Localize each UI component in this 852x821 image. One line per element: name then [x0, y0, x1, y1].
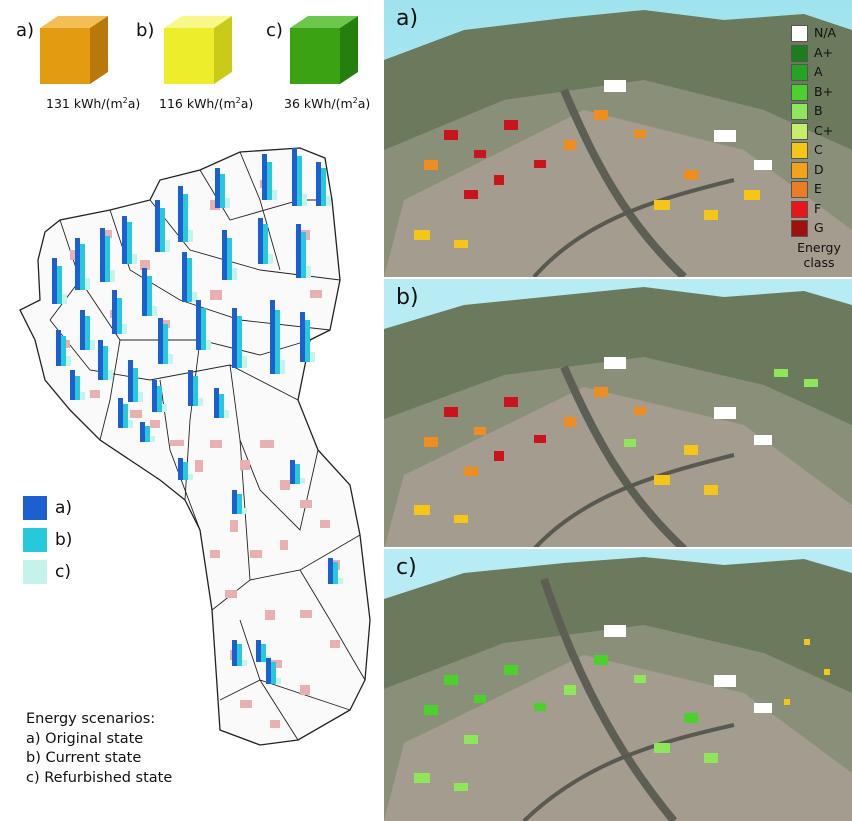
cube-c-icon [290, 16, 358, 84]
legend-label-a: a) [55, 498, 73, 518]
ec-title-2: class [803, 254, 835, 270]
ec-row-f: F [789, 200, 849, 220]
legend-swatch-b [23, 528, 47, 552]
scenario-item-b: b) Current state [26, 750, 142, 766]
scenarios-list: Energy scenarios: a) Original state b) C… [26, 710, 172, 788]
ec-label: A [814, 64, 823, 79]
cube-b-label: b) [136, 20, 155, 41]
district-outline [19, 147, 371, 746]
ec-swatch [791, 142, 808, 159]
panel-c: c) [384, 547, 852, 821]
ec-swatch [791, 220, 808, 237]
ec-swatch [791, 103, 808, 120]
legend-swatch-a [23, 496, 47, 520]
ec-label: D [814, 161, 824, 177]
cube-a-icon [40, 16, 108, 84]
cube-a-label: a) [16, 20, 35, 41]
scenarios-title: Energy scenarios: [26, 711, 156, 727]
ec-swatch [791, 25, 808, 42]
legend-label-c: c) [55, 562, 71, 582]
ec-label: N/A [814, 25, 837, 40]
panel-c-tag: c) [396, 555, 417, 580]
panel-b-tag: b) [396, 285, 419, 310]
ec-row-e: E [789, 180, 849, 200]
ec-swatch [791, 64, 808, 81]
ec-row-c: C [789, 141, 849, 161]
ec-label: B [814, 103, 823, 118]
scenario-item-c: c) Refurbished state [26, 769, 173, 786]
ec-label: G [814, 220, 824, 235]
scenario-item-a: a) Original state [26, 730, 144, 747]
ec-swatch [791, 122, 808, 140]
ec-swatch [791, 161, 808, 179]
ec-row-na: N/A [789, 24, 849, 44]
cube-c-label: c) [266, 20, 283, 41]
ec-swatch [791, 44, 808, 62]
ec-row-a: A [789, 63, 849, 83]
ec-label: C+ [814, 122, 834, 138]
legend-label-b: b) [55, 530, 73, 550]
district-map [19, 147, 371, 746]
panel-a: a) N/A A+ A B+ B C+ C D E F G Energy cla… [384, 0, 852, 277]
consumption-bar-glyphs [52, 148, 343, 684]
ec-row-bplus: B+ [789, 83, 849, 103]
ec-row-aplus: A+ [789, 44, 849, 64]
panel-a-scene [384, 0, 852, 277]
ec-swatch [791, 181, 808, 198]
ec-swatch [791, 83, 808, 101]
cube-c-value: 36 kWh/(m2a) [284, 96, 371, 112]
ec-row-d: D [789, 161, 849, 181]
cube-b-icon [164, 16, 232, 84]
ec-label: B+ [814, 83, 834, 99]
panel-c-scene [384, 549, 852, 821]
ec-row-cplus: C+ [789, 122, 849, 142]
ec-swatch [791, 200, 808, 218]
energy-class-legend: N/A A+ A B+ B C+ C D E F G Energy class [789, 24, 849, 269]
ec-label: F [814, 200, 822, 216]
panel-b-scene [384, 279, 852, 549]
ec-label: A+ [814, 44, 834, 60]
cube-a-value: 131 kWh/(m2a) [46, 96, 141, 112]
ec-row-b: B [789, 102, 849, 122]
ec-title-1: Energy [797, 239, 841, 255]
ec-label: C [814, 142, 823, 157]
ec-label: E [814, 181, 822, 196]
panel-b: b) [384, 277, 852, 549]
cube-b-value: 116 kWh/(m2a) [159, 96, 254, 112]
ec-row-g: G [789, 219, 849, 239]
panel-a-tag: a) [396, 6, 419, 31]
legend-swatch-c [23, 560, 47, 584]
